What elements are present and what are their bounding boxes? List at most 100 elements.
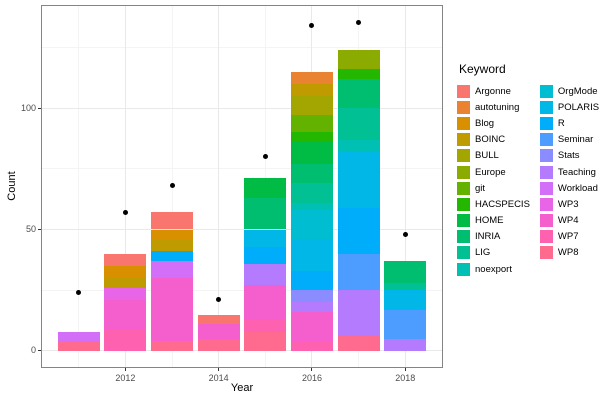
bar-segment [104,265,147,279]
legend-swatch [457,197,470,211]
legend-item: OrgMode [539,83,599,99]
legend-label: WP4 [557,215,579,227]
legend-swatch [457,181,470,195]
legend-label: Blog [475,117,495,129]
x-tick-label: 2016 [301,373,322,383]
bar-segment [244,246,287,264]
legend-label: R [557,117,565,129]
bar-segment [104,299,147,330]
legend-label: HOME [475,215,504,227]
bar-segment [151,261,194,279]
legend-swatch [539,214,553,228]
bar-segment [337,139,380,152]
grid-line-major [41,107,443,109]
data-point [309,22,315,28]
legend-label: git [475,182,486,194]
legend-swatch [457,262,470,276]
bar-segment [244,197,287,230]
bar-segment [151,239,194,252]
bar-segment [290,302,333,313]
bar-segment [337,69,380,79]
bar-segment [290,95,333,116]
bar-segment [384,309,427,339]
bar-segment [197,314,240,325]
y-tick-label: 0 [30,345,36,356]
legend-label: BOINC [475,134,506,146]
legend-item: Blog [457,115,530,131]
bar-segment [290,83,333,96]
bar-segment [244,319,287,332]
bar-segment [337,290,380,337]
legend-swatch [457,100,470,114]
legend-swatch [539,230,553,244]
legend-item: noexport [457,261,530,277]
x-axis-tick [311,368,313,371]
bar-segment [104,329,147,351]
legend-swatch [539,181,553,195]
legend-item: Workload [539,180,599,196]
bar-segment [151,341,194,351]
legend-item: BOINC [457,132,530,148]
bar-segment [244,331,287,351]
legend-item: git [457,180,530,196]
legend-label: WP8 [557,247,579,259]
bar-segment [57,331,100,342]
bar-segment [384,338,427,351]
y-tick-label: 100 [20,102,36,113]
bar-segment [104,287,147,300]
grid-line-major [41,229,443,230]
data-point [169,183,175,189]
bar-segment [57,341,100,351]
y-tick-label: 50 [25,224,36,234]
legend-item: Stats [539,148,599,164]
legend-swatch [539,133,553,147]
legend-label: Argonne [475,85,511,97]
grid-line-major [218,5,220,368]
legend-swatch [457,246,470,260]
bar-segment [384,261,427,283]
plot-panel [41,5,443,368]
legend-item: Argonne [457,83,530,99]
bar-segment [337,49,380,70]
grid-line-major [41,350,443,352]
legend-swatch [457,149,470,163]
legend-item: LIG [457,245,530,261]
grid-line-minor [41,168,443,170]
bar-segment [337,151,380,208]
bar-segment [290,270,333,291]
bar-segment [290,183,333,203]
bar-segment [384,290,427,310]
grid-line-minor [41,46,443,48]
legend-label: INRIA [475,231,501,243]
grid-line-major [124,5,126,368]
legend-label: Seminar [557,134,594,146]
legend-item: WP7 [539,229,599,245]
grid-line-major [404,5,406,368]
legend-item: WP4 [539,213,599,229]
bar-segment [244,263,287,286]
bar-segment [290,132,333,143]
grid-line-minor [78,5,80,368]
bar-segment [337,78,380,109]
legend-item: HACSPECIS [457,196,530,212]
x-tick-label: 2018 [395,373,416,383]
bar-segment [151,212,194,230]
legend-label: WP7 [557,231,579,243]
legend-label: Workload [557,182,598,194]
bar-segment [290,142,333,164]
legend-swatch [539,84,553,98]
data-point [356,20,362,26]
legend-label: LIG [475,247,491,259]
bar-segment [290,290,333,303]
legend-swatch [539,116,553,130]
bar-segment [290,202,333,211]
legend-label: noexport [475,263,512,275]
y-axis-tick [38,229,41,230]
legend-item: WP8 [539,245,599,261]
x-axis-title: Year [230,382,254,394]
legend: Keyword Argonne autotuning Blog BOINC BULL Eu… [457,62,599,277]
grid-line-minor [41,289,443,291]
legend-swatch [539,149,553,163]
data-point [122,209,128,215]
